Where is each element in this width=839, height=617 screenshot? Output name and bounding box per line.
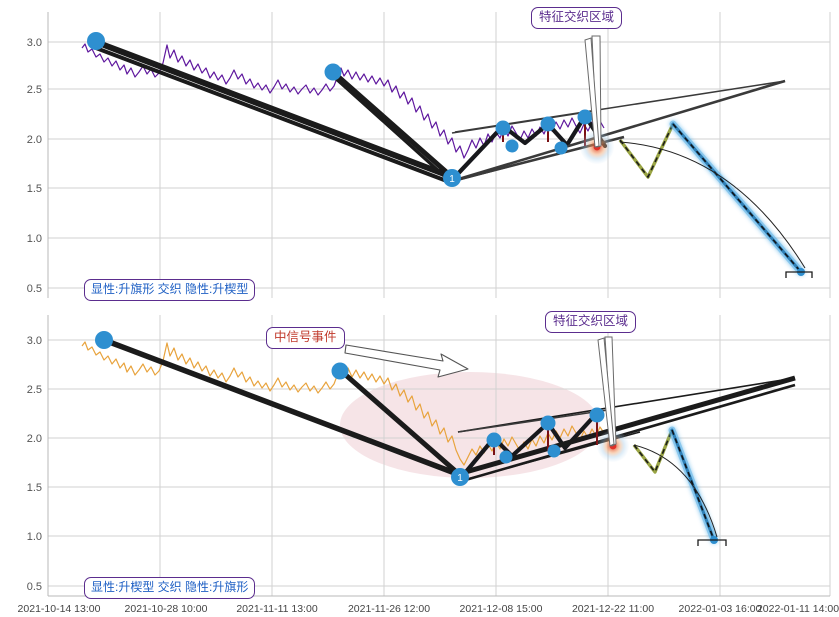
xtick: 2021-11-11 13:00 xyxy=(236,603,318,615)
xtick: 2021-10-28 10:00 xyxy=(125,603,208,615)
pivot-marker-label: 1 xyxy=(457,473,463,484)
ytick: 2.0 xyxy=(27,134,42,146)
zigzag-dash-top xyxy=(619,123,674,179)
xtick: 2022-01-11 14:00 xyxy=(757,603,839,615)
legend-box-bottom[interactable]: 显性:升楔型 交织 隐性:升旗形 xyxy=(84,577,256,599)
zone-pointer-icon-2 xyxy=(584,37,600,148)
zone-label-top[interactable]: 特征交织区域 xyxy=(531,7,623,29)
ytick: 2.5 xyxy=(27,384,42,396)
plot-area-top: 3.0 2.5 2.0 1.5 1.0 0.5 xyxy=(27,12,831,298)
ytick: 1.0 xyxy=(27,233,42,245)
xtick: 2021-10-14 13:00 xyxy=(18,603,101,615)
pivot-marker[interactable] xyxy=(577,109,593,125)
pivot-marker[interactable] xyxy=(87,32,105,50)
support-line-bottom xyxy=(457,409,609,433)
event-arrow-icon xyxy=(344,344,469,378)
chart-panel-top: 3.0 2.5 2.0 1.5 1.0 0.5 xyxy=(0,0,839,305)
endpoint-bracket-bottom xyxy=(697,539,727,546)
pivot-marker[interactable] xyxy=(547,444,561,458)
pivot-markers-bottom: 1 xyxy=(95,331,605,486)
ytick: 1.5 xyxy=(27,183,42,195)
ytick: 3.0 xyxy=(27,335,42,347)
ytick: 0.5 xyxy=(27,283,42,295)
pivot-marker[interactable] xyxy=(499,450,513,464)
pivot-marker-labeled[interactable] xyxy=(451,468,469,486)
xtick: 2021-12-22 11:00 xyxy=(572,603,654,615)
y-gridlines-top xyxy=(48,41,830,289)
trend-channel-top xyxy=(93,39,455,185)
pivot-marker[interactable] xyxy=(540,415,556,431)
projection-arc-bottom xyxy=(633,444,718,538)
projection-arc-top xyxy=(619,141,806,269)
y-axis-ticks-bottom: 3.0 2.5 2.0 1.5 1.0 0.5 xyxy=(27,335,42,593)
ytick: 3.0 xyxy=(27,37,42,49)
y-axis-ticks-top: 3.0 2.5 2.0 1.5 1.0 0.5 xyxy=(27,37,42,295)
zigzag-dash-bottom xyxy=(633,429,673,474)
ytick: 1.5 xyxy=(27,482,42,494)
pivot-marker[interactable] xyxy=(486,432,502,448)
legend-box-top[interactable]: 显性:升旗形 交织 隐性:升楔型 xyxy=(84,279,256,301)
plot-area-bottom: 3.0 2.5 2.0 1.5 1.0 0.5 xyxy=(18,315,839,615)
xtick: 2021-11-26 12:00 xyxy=(348,603,430,615)
pivot-marker[interactable] xyxy=(495,120,511,136)
zone-label-bottom[interactable]: 特征交织区域 xyxy=(545,311,637,333)
pivot-marker[interactable] xyxy=(505,139,519,153)
price-series-top xyxy=(81,43,605,159)
chart-panel-bottom: 3.0 2.5 2.0 1.5 1.0 0.5 xyxy=(0,305,839,617)
pivot-markers-top: 1 xyxy=(87,32,593,187)
zone-pointer-icon-2 xyxy=(597,337,615,447)
ytick: 1.0 xyxy=(27,531,42,543)
pivot-marker[interactable] xyxy=(589,407,605,423)
ytick: 0.5 xyxy=(27,581,42,593)
pivot-marker[interactable] xyxy=(324,63,342,81)
endpoint-bracket-top xyxy=(785,271,813,278)
xtick: 2021-12-08 15:00 xyxy=(460,603,543,615)
event-label-bottom[interactable]: 中信号事件 xyxy=(266,327,345,349)
ytick: 2.5 xyxy=(27,84,42,96)
pivot-marker[interactable] xyxy=(540,116,556,132)
forecast-dash-top xyxy=(672,123,802,273)
event-highlight-ellipse xyxy=(340,372,600,478)
support-line-top xyxy=(451,109,601,134)
pivot-marker[interactable] xyxy=(554,141,568,155)
xtick: 2022-01-03 16:00 xyxy=(679,603,762,615)
ytick: 2.0 xyxy=(27,433,42,445)
pivot-marker-labeled[interactable] xyxy=(443,169,461,187)
x-axis-ticks: 2021-10-14 13:00 2021-10-28 10:00 2021-1… xyxy=(18,603,839,615)
pivot-marker[interactable] xyxy=(331,362,349,380)
pivot-marker-label: 1 xyxy=(449,174,455,185)
trend-channel-bottom xyxy=(101,337,463,478)
pivot-marker[interactable] xyxy=(95,331,113,349)
